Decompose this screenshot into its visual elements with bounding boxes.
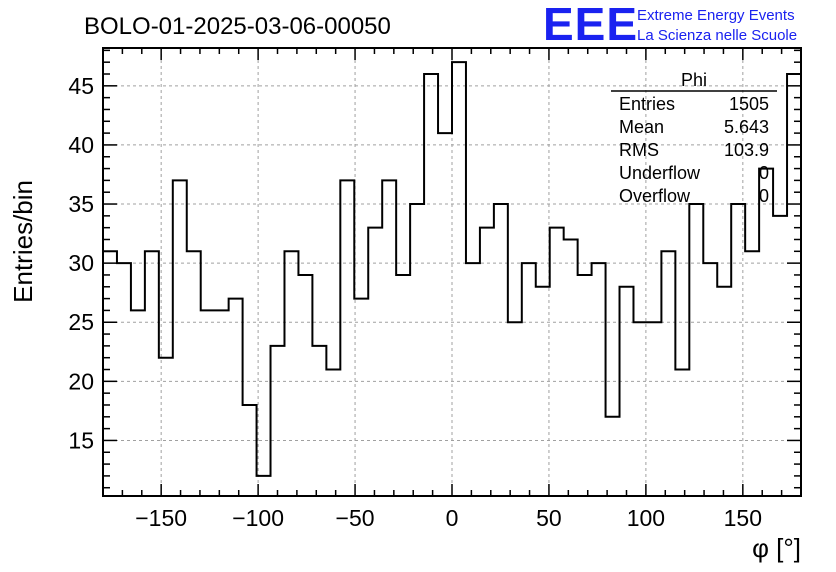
stats-value-mean: 5.643 — [724, 117, 769, 137]
y-tick-label: 30 — [68, 250, 94, 276]
eee-logo: EEE Extreme Energy Events La Scienza nel… — [543, 0, 797, 50]
x-tick-label: 50 — [536, 505, 562, 531]
stats-value-underflow: 0 — [759, 163, 769, 183]
x-tick-label: 150 — [724, 505, 762, 531]
y-tick-label: 15 — [68, 427, 94, 453]
y-tick-label: 25 — [68, 309, 94, 335]
stats-name: Phi — [681, 70, 707, 90]
x-tick-label: 0 — [446, 505, 459, 531]
x-axis-label: φ [°] — [752, 533, 801, 563]
stats-value-entries: 1505 — [729, 94, 769, 114]
logo-mark: EEE — [543, 0, 638, 50]
chart-title: BOLO-01-2025-03-06-00050 — [84, 13, 391, 40]
y-tick-label: 45 — [68, 73, 94, 99]
stats-box: Phi Entries 1505 Mean 5.643 RMS 103.9 Un… — [611, 70, 777, 206]
y-tick-label: 20 — [68, 368, 94, 394]
x-tick-label: −100 — [232, 505, 284, 531]
axes: −150 −100 −50 0 50 100 150 15 20 25 30 35 40 45 — [68, 47, 802, 531]
x-tick-label: −150 — [135, 505, 187, 531]
stats-label-overflow: Overflow — [619, 186, 691, 206]
stats-value-overflow: 0 — [759, 186, 769, 206]
y-tick-label: 40 — [68, 132, 94, 158]
x-tick-label: −50 — [336, 505, 375, 531]
x-tick-label: 100 — [627, 505, 665, 531]
stats-label-mean: Mean — [619, 117, 664, 137]
stats-label-entries: Entries — [619, 94, 675, 114]
histogram-series — [103, 61, 801, 477]
stats-label-underflow: Underflow — [619, 163, 701, 183]
stats-value-rms: 103.9 — [724, 140, 769, 160]
y-axis-label: Entries/bin — [8, 180, 38, 303]
histogram-step-line — [103, 61, 801, 477]
logo-line-2: La Scienza nelle Scuole — [637, 27, 797, 44]
y-tick-label: 35 — [68, 191, 94, 217]
stats-label-rms: RMS — [619, 140, 659, 160]
logo-line-1: Extreme Energy Events — [637, 7, 795, 24]
